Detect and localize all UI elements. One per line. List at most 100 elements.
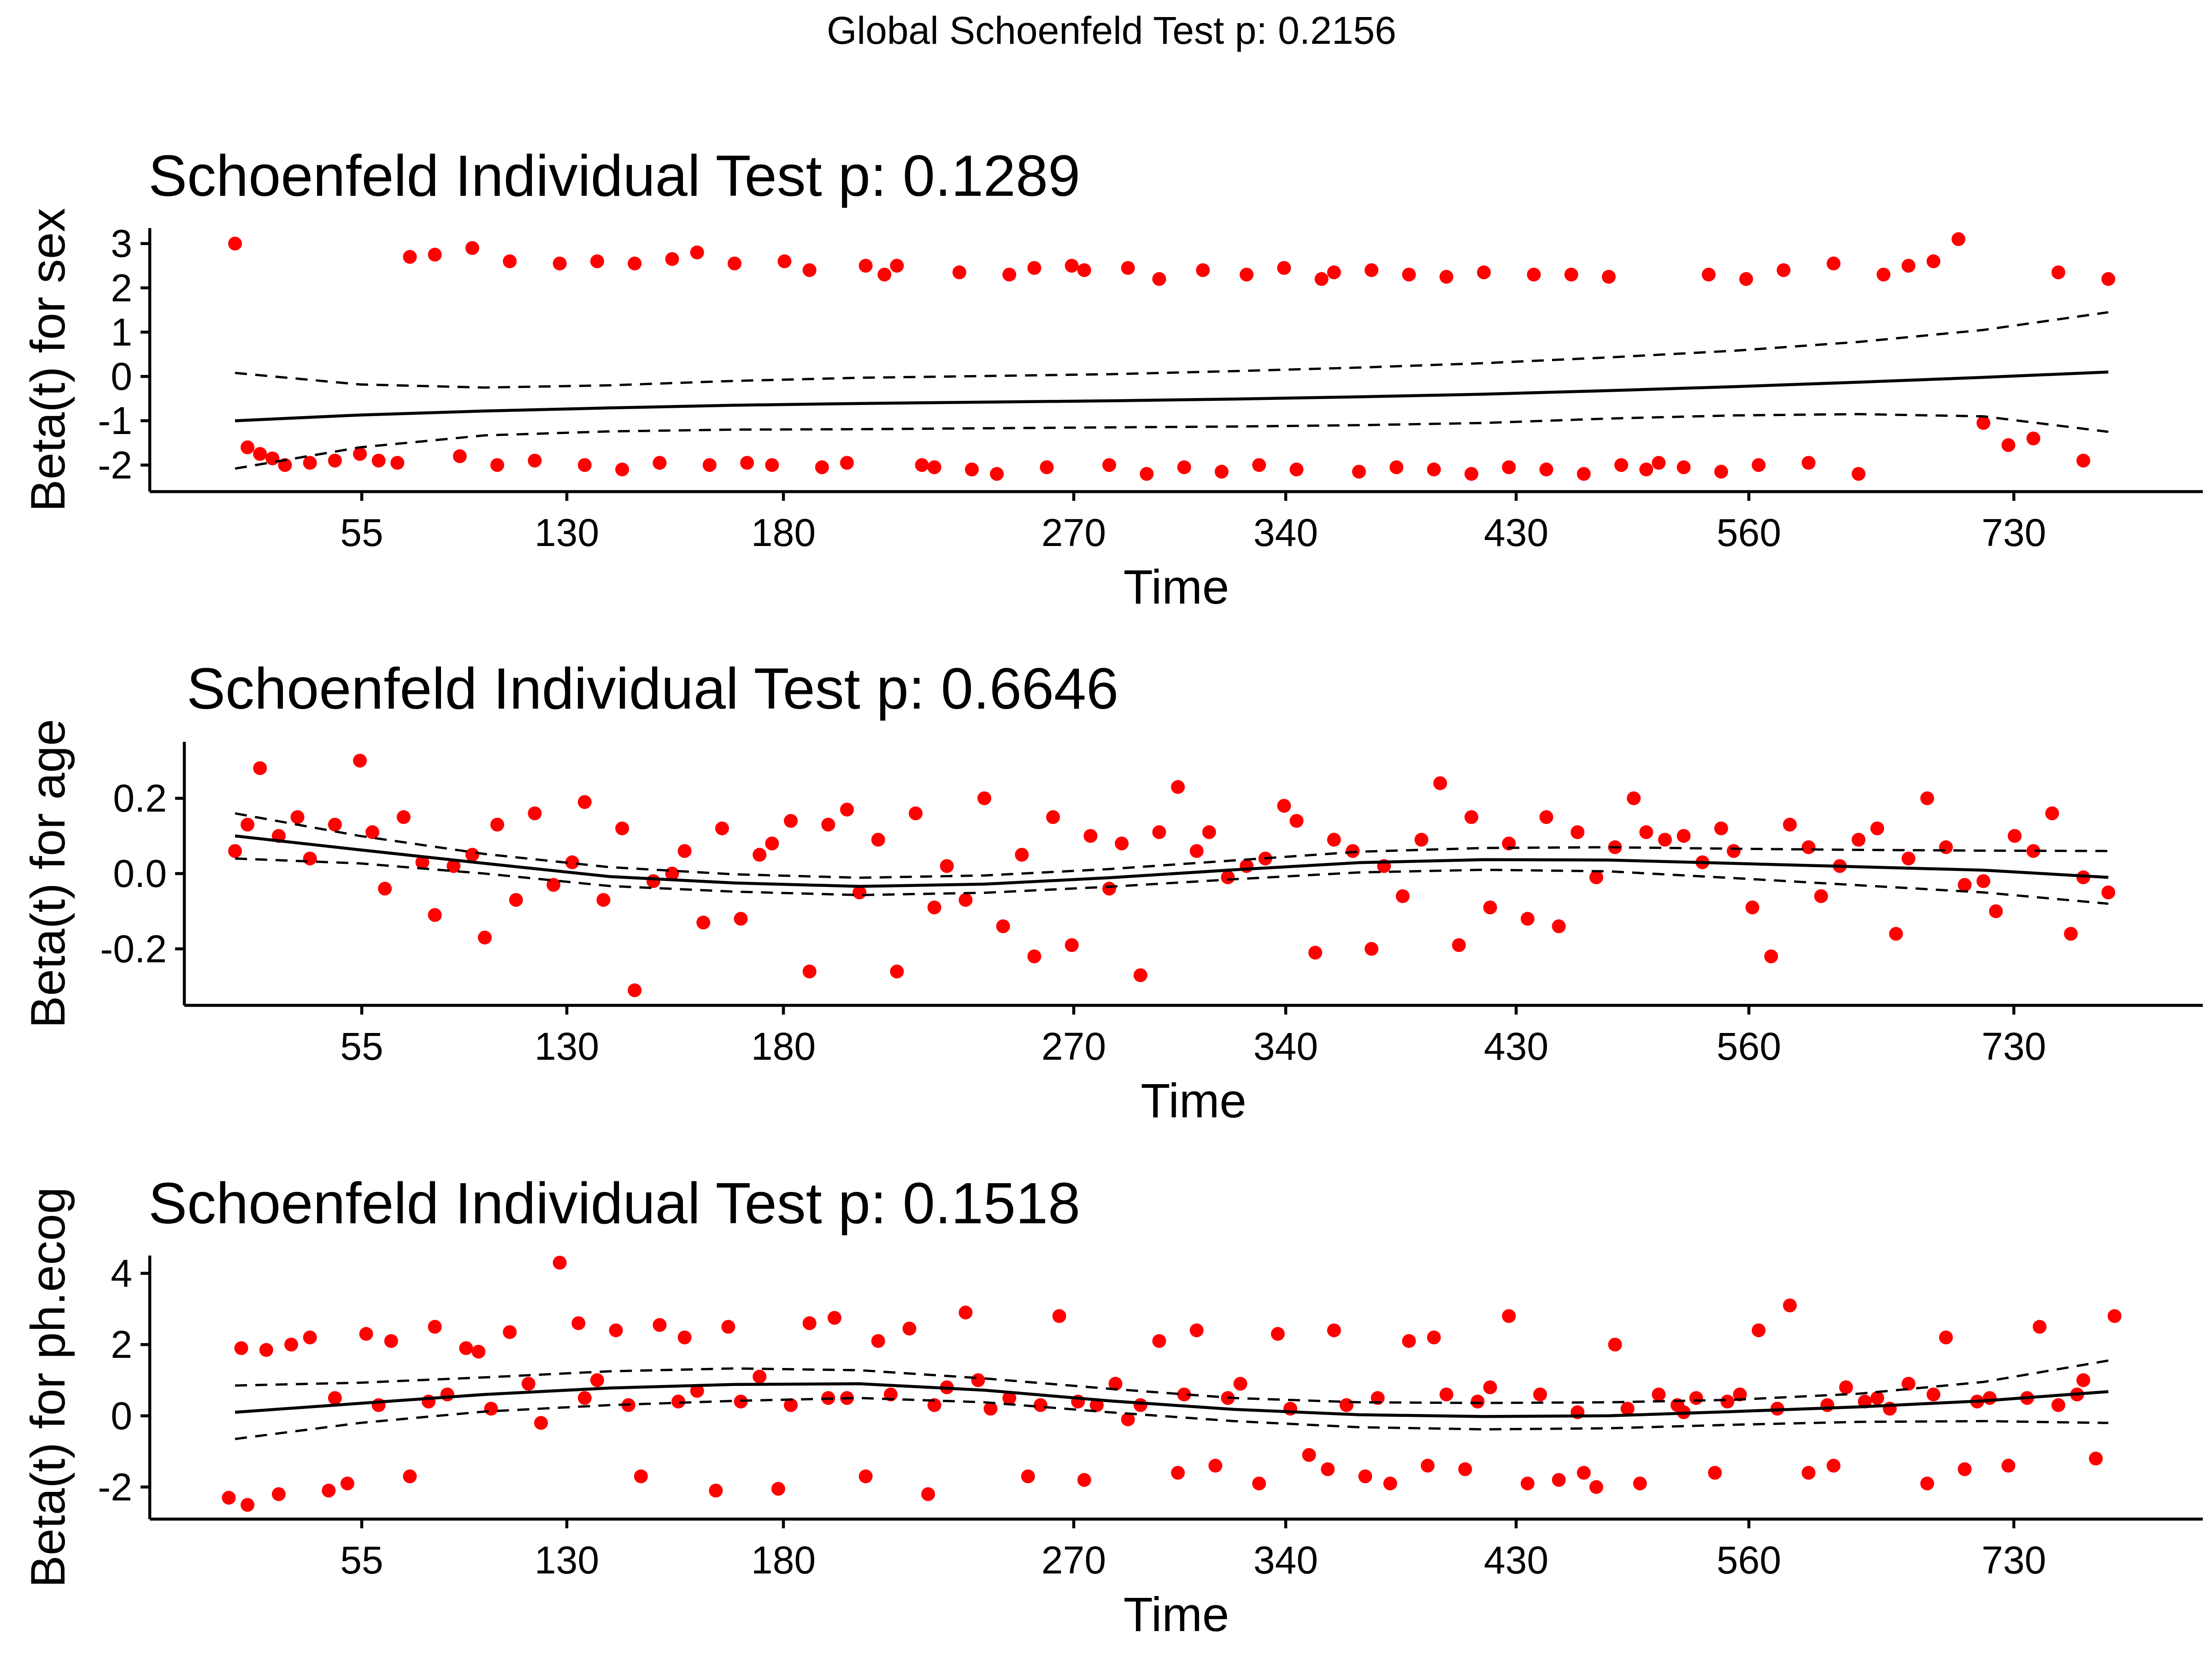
residual-point <box>1752 1323 1766 1338</box>
residual-point <box>921 1487 935 1501</box>
residual-point <box>728 256 741 270</box>
residual-point <box>1083 829 1098 843</box>
residual-point <box>553 1256 567 1270</box>
residual-point <box>1365 263 1379 277</box>
residual-point <box>927 900 941 915</box>
residual-point <box>908 806 923 821</box>
residual-point <box>1365 942 1379 956</box>
residual-point <box>565 855 579 869</box>
residual-point <box>571 1316 586 1330</box>
residual-point <box>1464 810 1478 824</box>
residual-point <box>1177 1387 1191 1402</box>
residual-point <box>965 462 979 476</box>
y-tick-label: 0.0 <box>113 852 167 895</box>
residual-point <box>740 456 754 470</box>
residual-point <box>1926 254 1941 269</box>
ci-upper-line <box>235 812 2109 879</box>
x-tick-label: 430 <box>1484 1025 1548 1068</box>
x-tick-label: 730 <box>1982 1538 2046 1582</box>
residual-point <box>1171 1466 1185 1480</box>
residual-point <box>1308 945 1323 960</box>
residual-point <box>2064 927 2078 941</box>
residual-point <box>1395 889 1410 904</box>
residual-point <box>815 460 829 475</box>
residual-point <box>1714 464 1728 479</box>
residual-point <box>677 844 692 858</box>
residual-point <box>1652 456 1666 470</box>
residual-point <box>1402 267 1416 282</box>
residual-point <box>328 817 342 832</box>
residual-point <box>590 254 604 269</box>
residual-point <box>303 851 317 866</box>
residual-point <box>1121 261 1135 275</box>
y-tick-label: 2 <box>111 1323 132 1366</box>
residual-point <box>983 1402 998 1416</box>
residual-point <box>1383 1476 1397 1491</box>
residual-point <box>465 241 479 255</box>
residual-point <box>577 795 592 809</box>
x-tick-label: 430 <box>1484 511 1548 554</box>
residual-point <box>1826 1459 1841 1473</box>
residual-point <box>1733 1387 1747 1402</box>
residual-point <box>1614 458 1629 472</box>
residual-point <box>1302 1448 1316 1462</box>
residual-point <box>1589 870 1603 885</box>
residual-point <box>1533 1387 1547 1402</box>
residual-point <box>1633 1476 1647 1491</box>
residual-point <box>971 1373 985 1387</box>
residual-point <box>634 1469 648 1484</box>
residual-point <box>1977 874 1990 888</box>
residual-point <box>1221 870 1235 885</box>
residual-point <box>577 458 592 472</box>
residual-point <box>1327 1323 1341 1338</box>
residual-point <box>690 245 704 259</box>
residual-point <box>1783 817 1797 832</box>
residual-point <box>528 806 542 821</box>
residual-point <box>1027 261 1041 275</box>
residual-point <box>1033 1398 1047 1412</box>
fit-line <box>235 370 2109 423</box>
residual-point <box>1327 833 1341 847</box>
residual-point <box>303 456 317 470</box>
x-tick-label: 560 <box>1717 1538 1781 1582</box>
x-tick-label: 560 <box>1717 511 1781 554</box>
residual-point <box>1839 1380 1853 1394</box>
residual-point <box>1714 821 1728 835</box>
y-axis-title: Beta(t) for age <box>21 719 75 1028</box>
residual-point <box>365 825 380 839</box>
residual-point <box>1414 833 1429 847</box>
residual-point <box>1826 256 1841 270</box>
global-title: Global Schoenfeld Test p: 0.2156 <box>827 9 1396 52</box>
residual-point <box>322 1484 336 1498</box>
ci-lower-line <box>235 857 2109 905</box>
residual-point <box>503 254 517 269</box>
residual-point <box>1577 467 1591 481</box>
residual-point <box>927 460 941 475</box>
residual-point <box>1701 267 1716 282</box>
residual-point <box>977 791 991 805</box>
residual-point <box>1108 1377 1123 1391</box>
ci-upper-line <box>235 1359 2109 1404</box>
residual-point <box>1115 836 1129 851</box>
residual-point <box>303 1330 317 1344</box>
residual-point <box>1571 825 1585 839</box>
residual-point <box>271 1487 286 1501</box>
residual-point <box>1152 825 1166 839</box>
residual-point <box>471 1344 486 1359</box>
residual-point <box>1421 1459 1435 1473</box>
residual-point <box>1708 1466 1722 1480</box>
residual-point <box>1283 1402 1297 1416</box>
residual-point <box>2088 1451 2103 1466</box>
residual-point <box>1852 833 1865 847</box>
residual-point <box>802 964 817 979</box>
residual-point <box>1820 1398 1835 1412</box>
y-axis-title: Beta(t) for sex <box>21 208 75 511</box>
residual-point <box>615 462 629 476</box>
y-tick-label: 0 <box>111 1394 132 1438</box>
fit-line <box>235 1382 2109 1418</box>
residual-point <box>1602 270 1616 284</box>
residual-point <box>253 761 267 775</box>
residual-point <box>1208 1459 1223 1473</box>
residual-point <box>653 1318 667 1332</box>
residual-point <box>1939 840 1953 854</box>
